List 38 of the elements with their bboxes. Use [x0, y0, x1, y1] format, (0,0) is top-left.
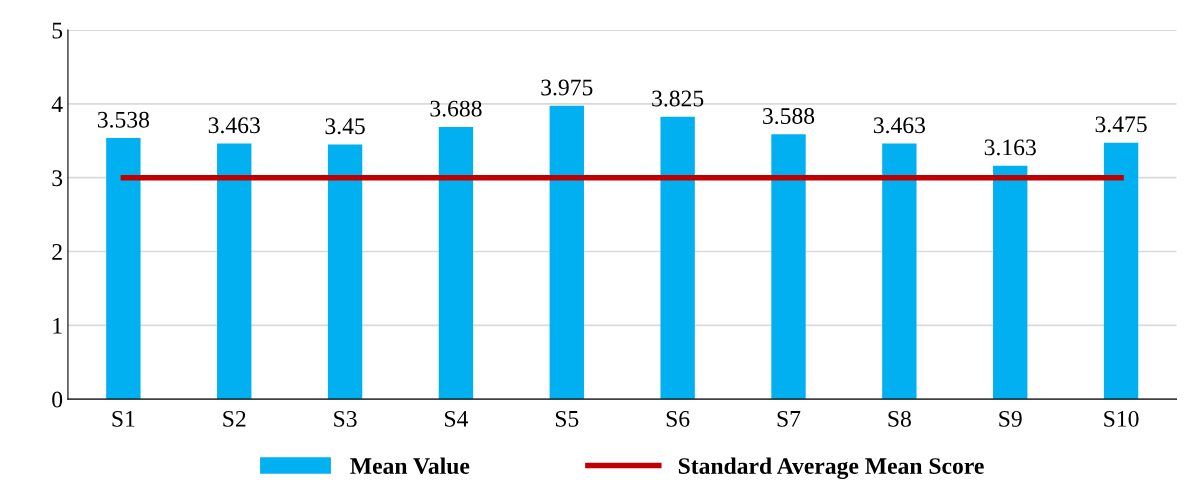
- bar: [327, 144, 363, 400]
- y-tick-label: 3: [52, 170, 63, 187]
- data-label: 3.975: [541, 79, 593, 96]
- y-tick-label: 0: [52, 391, 63, 408]
- x-tick-label: S5: [555, 410, 579, 427]
- bar: [549, 105, 584, 400]
- data-label: 3.688: [430, 100, 482, 117]
- x-tick-label: S3: [334, 410, 357, 427]
- data-label: 3.463: [208, 117, 260, 134]
- legend-label: Standard Average Mean Score: [678, 457, 984, 479]
- y-tick-label: 5: [52, 22, 63, 39]
- x-tick-label: S1: [112, 410, 135, 427]
- x-tick-label: S7: [777, 410, 801, 427]
- x-tick-label: S9: [999, 410, 1022, 427]
- data-label: 3.475: [1095, 116, 1147, 133]
- data-label: 3.163: [984, 139, 1036, 156]
- data-label: 3.45: [325, 118, 365, 135]
- x-tick-label: S10: [1104, 410, 1139, 427]
- bar: [438, 126, 474, 400]
- bar: [993, 165, 1028, 400]
- data-label: 3.588: [763, 108, 815, 125]
- bar: [771, 134, 806, 400]
- data-label: 3.463: [873, 117, 925, 134]
- bar: [882, 143, 917, 400]
- bar: [1103, 142, 1139, 400]
- x-tick-label: S8: [888, 410, 911, 427]
- legend-label: Mean Value: [350, 457, 470, 475]
- bar: [217, 143, 252, 400]
- x-tick-label: S2: [223, 410, 246, 427]
- data-label: 3.538: [97, 111, 150, 128]
- x-tick-label: S4: [445, 410, 469, 427]
- y-tick-label: 1: [53, 317, 62, 334]
- x-tick-label: S6: [666, 410, 690, 427]
- y-tick-label: 2: [52, 244, 62, 260]
- y-tick-label: 4: [51, 96, 63, 113]
- data-label: 3.825: [652, 90, 704, 107]
- bar: [106, 138, 141, 400]
- bar: [660, 116, 695, 400]
